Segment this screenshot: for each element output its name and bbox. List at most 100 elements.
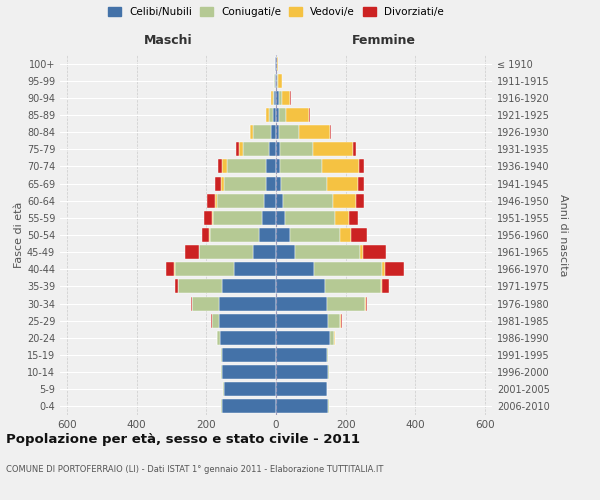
Bar — [340, 314, 341, 328]
Bar — [276, 382, 326, 396]
Bar — [334, 194, 356, 207]
Bar — [299, 125, 330, 139]
Bar — [278, 74, 282, 88]
Bar — [271, 125, 276, 139]
Text: Popolazione per età, sesso e stato civile - 2011: Popolazione per età, sesso e stato civil… — [6, 432, 360, 446]
Bar — [218, 314, 276, 328]
Bar — [356, 194, 364, 207]
Bar — [222, 365, 276, 379]
Y-axis label: Anni di nascita: Anni di nascita — [558, 194, 568, 276]
Bar — [212, 211, 213, 225]
Bar — [351, 228, 367, 242]
Bar — [276, 194, 283, 207]
Bar — [271, 91, 272, 105]
Bar — [365, 296, 367, 310]
Bar — [221, 400, 222, 413]
Bar — [217, 331, 220, 345]
Bar — [322, 160, 359, 173]
Bar — [281, 176, 326, 190]
Bar — [358, 176, 364, 190]
Bar — [280, 142, 313, 156]
Bar — [221, 348, 222, 362]
Bar — [221, 176, 224, 190]
Bar — [276, 211, 285, 225]
Bar — [222, 160, 227, 173]
Legend: Celibi/Nubili, Coniugati/e, Vedovi/e, Divorziati/e: Celibi/Nubili, Coniugati/e, Vedovi/e, Di… — [106, 5, 446, 20]
Bar — [328, 365, 329, 379]
Bar — [199, 245, 253, 259]
Bar — [209, 228, 210, 242]
Bar — [326, 382, 327, 396]
Bar — [276, 365, 328, 379]
Bar — [250, 125, 253, 139]
Bar — [276, 160, 280, 173]
Bar — [277, 74, 278, 88]
Bar — [264, 194, 276, 207]
Bar — [227, 160, 266, 173]
Bar — [276, 91, 279, 105]
Bar — [330, 125, 331, 139]
Bar — [217, 194, 264, 207]
Bar — [204, 211, 212, 225]
Bar — [218, 160, 222, 173]
Bar — [276, 348, 326, 362]
Bar — [340, 228, 351, 242]
Bar — [353, 142, 356, 156]
Bar — [243, 142, 269, 156]
Bar — [193, 296, 218, 310]
Bar — [279, 91, 281, 105]
Bar — [341, 314, 342, 328]
Text: Maschi: Maschi — [143, 34, 193, 48]
Bar — [221, 365, 222, 379]
Bar — [266, 176, 276, 190]
Bar — [266, 108, 269, 122]
Bar — [309, 108, 310, 122]
Bar — [275, 56, 276, 70]
Bar — [276, 314, 328, 328]
Bar — [174, 262, 175, 276]
Bar — [276, 125, 280, 139]
Bar — [276, 262, 314, 276]
Bar — [277, 56, 278, 70]
Bar — [266, 160, 276, 173]
Bar — [239, 142, 243, 156]
Bar — [349, 211, 358, 225]
Text: COMUNE DI PORTOFERRAIO (LI) - Dati ISTAT 1° gennaio 2011 - Elaborazione TUTTITAL: COMUNE DI PORTOFERRAIO (LI) - Dati ISTAT… — [6, 465, 383, 474]
Bar — [328, 400, 329, 413]
Bar — [314, 262, 382, 276]
Bar — [326, 176, 358, 190]
Bar — [272, 91, 274, 105]
Bar — [210, 228, 259, 242]
Bar — [259, 228, 276, 242]
Bar — [211, 314, 212, 328]
Bar — [290, 228, 340, 242]
Bar — [276, 331, 330, 345]
Bar — [191, 296, 192, 310]
Bar — [253, 245, 276, 259]
Bar — [275, 74, 276, 88]
Bar — [276, 296, 326, 310]
Bar — [276, 142, 280, 156]
Bar — [213, 211, 262, 225]
Bar — [276, 108, 280, 122]
Bar — [202, 228, 209, 242]
Bar — [276, 280, 325, 293]
Bar — [276, 400, 328, 413]
Bar — [359, 160, 364, 173]
Bar — [280, 125, 299, 139]
Bar — [326, 348, 328, 362]
Bar — [295, 245, 359, 259]
Bar — [276, 245, 295, 259]
Bar — [208, 194, 215, 207]
Bar — [175, 262, 234, 276]
Bar — [223, 382, 224, 396]
Bar — [280, 108, 286, 122]
Text: Femmine: Femmine — [352, 34, 416, 48]
Bar — [222, 348, 276, 362]
Bar — [385, 262, 404, 276]
Bar — [222, 280, 276, 293]
Bar — [220, 331, 276, 345]
Bar — [328, 314, 340, 328]
Bar — [253, 125, 271, 139]
Bar — [178, 280, 222, 293]
